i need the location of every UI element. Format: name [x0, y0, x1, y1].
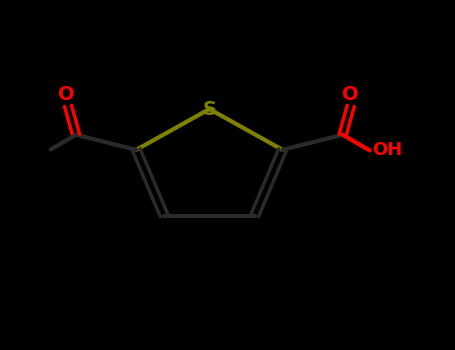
Text: OH: OH [372, 141, 402, 160]
Text: O: O [57, 85, 74, 104]
Text: O: O [343, 85, 359, 104]
Text: S: S [202, 99, 217, 119]
